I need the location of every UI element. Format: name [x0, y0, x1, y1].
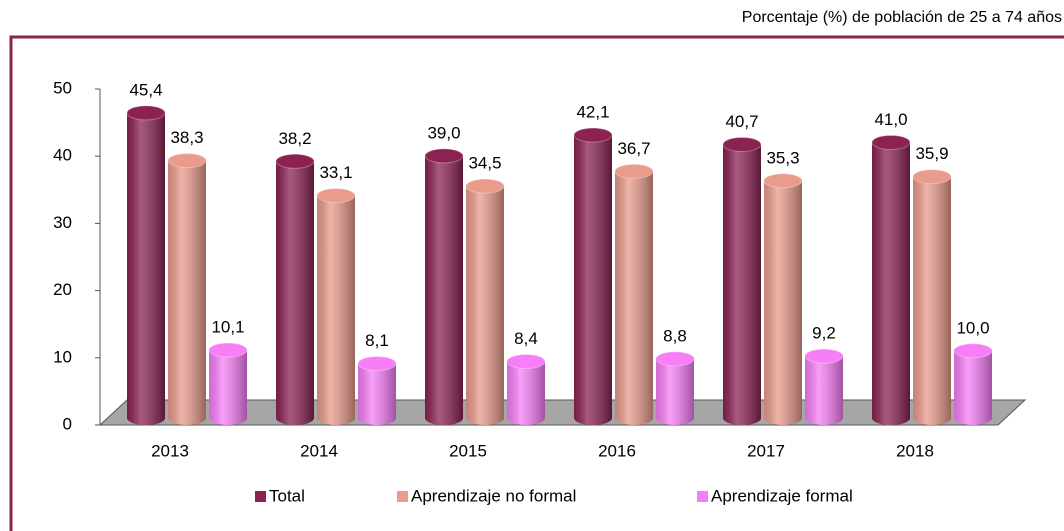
bar-shade — [954, 343, 992, 425]
bar-shade — [574, 128, 612, 425]
legend-swatch — [255, 491, 266, 502]
bar-cap — [424, 148, 464, 164]
value-label: 8,4 — [514, 329, 538, 348]
value-label: 38,2 — [278, 129, 311, 148]
value-label: 33,1 — [319, 163, 352, 182]
bar-cap — [722, 136, 762, 152]
legend-label: Aprendizaje formal — [711, 486, 853, 505]
bar-shade — [764, 173, 802, 425]
bar-cap — [506, 354, 546, 370]
bar-shade — [872, 135, 910, 425]
bar-cap — [167, 153, 207, 169]
value-label: 8,1 — [365, 331, 389, 350]
bar-cap — [614, 163, 654, 179]
bar-cap — [953, 343, 993, 359]
legend-swatch — [697, 491, 708, 502]
value-label: 8,8 — [663, 326, 687, 345]
bar-shade — [615, 164, 653, 425]
bar-shade — [127, 105, 165, 425]
bar-cap — [208, 342, 248, 358]
bar-cap — [763, 173, 803, 189]
x-tick-label: 2013 — [151, 441, 189, 460]
legend-swatch — [397, 491, 408, 502]
bar-shade — [466, 179, 504, 425]
bar-cap — [871, 134, 911, 150]
legend-label: Total — [269, 486, 305, 505]
value-label: 41,0 — [874, 110, 907, 129]
bar-cap — [357, 356, 397, 372]
y-tick-label: 10 — [53, 347, 72, 366]
bar-cap — [465, 178, 505, 194]
x-tick-label: 2018 — [896, 441, 934, 460]
x-tick-label: 2017 — [747, 441, 785, 460]
bar-shade — [723, 137, 761, 425]
bar-shade — [358, 356, 396, 425]
bar-cap — [316, 188, 356, 204]
frame — [9, 35, 1064, 531]
x-tick-label: 2015 — [449, 441, 487, 460]
value-label: 45,4 — [129, 80, 162, 99]
y-tick-label: 20 — [53, 280, 72, 299]
x-tick-label: 2016 — [598, 441, 636, 460]
x-tick-label: 2014 — [300, 441, 338, 460]
value-label: 10,1 — [211, 318, 244, 337]
bar-shade — [425, 148, 463, 426]
value-label: 10,0 — [956, 318, 989, 337]
bar-cap — [804, 348, 844, 364]
y-tick-label: 0 — [63, 414, 72, 433]
bar-cap — [126, 105, 166, 121]
y-tick-label: 40 — [53, 146, 72, 165]
value-label: 36,7 — [617, 139, 650, 158]
y-tick-label: 30 — [53, 213, 72, 232]
bar-shade — [656, 351, 694, 425]
bar-cap — [912, 169, 952, 185]
bar-shade — [805, 349, 843, 425]
value-label: 42,1 — [576, 103, 609, 122]
value-label: 35,9 — [915, 144, 948, 163]
bar-shade — [913, 169, 951, 425]
bar-shade — [209, 343, 247, 425]
value-label: 35,3 — [766, 148, 799, 167]
value-label: 38,3 — [170, 128, 203, 147]
y-tick-label: 50 — [53, 78, 72, 97]
legend-label: Aprendizaje no formal — [411, 486, 576, 505]
bar-cap — [573, 127, 613, 143]
value-label: 9,2 — [812, 324, 836, 343]
bar-cap — [275, 153, 315, 169]
bar-shade — [507, 354, 545, 425]
bar-shade — [168, 153, 206, 425]
subtitle: Porcentaje (%) de población de 25 a 74 a… — [742, 9, 1062, 26]
bar-shade — [276, 154, 314, 425]
value-label: 39,0 — [427, 123, 460, 142]
bar-cap — [655, 351, 695, 367]
value-label: 34,5 — [468, 154, 501, 173]
value-label: 40,7 — [725, 112, 758, 131]
bar-shade — [317, 188, 355, 425]
